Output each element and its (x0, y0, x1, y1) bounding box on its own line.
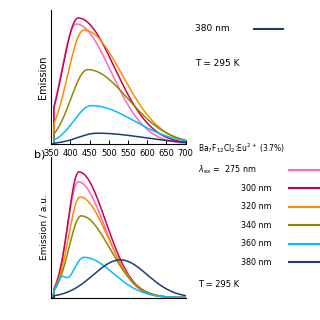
Text: 380 nm: 380 nm (241, 258, 271, 267)
Text: T = 295 K: T = 295 K (195, 60, 240, 68)
Text: 360 nm: 360 nm (241, 239, 271, 248)
Y-axis label: Emission: Emission (38, 55, 48, 99)
Text: Ba$_7$F$_{12}$Cl$_2$:Eu$^{2+}$ (3.7%): Ba$_7$F$_{12}$Cl$_2$:Eu$^{2+}$ (3.7%) (198, 141, 286, 155)
Text: 340 nm: 340 nm (241, 221, 271, 230)
X-axis label: λ  / nm: λ / nm (101, 161, 135, 171)
Text: $\lambda_{\rm ex}$ =  275 nm: $\lambda_{\rm ex}$ = 275 nm (198, 163, 257, 176)
Text: 320 nm: 320 nm (241, 202, 271, 211)
Y-axis label: Emission / a.u.: Emission / a.u. (39, 194, 48, 260)
Text: 300 nm: 300 nm (241, 184, 271, 193)
Text: 380 nm: 380 nm (195, 24, 230, 33)
Text: b): b) (34, 150, 45, 160)
Text: T = 295 K: T = 295 K (198, 280, 240, 289)
